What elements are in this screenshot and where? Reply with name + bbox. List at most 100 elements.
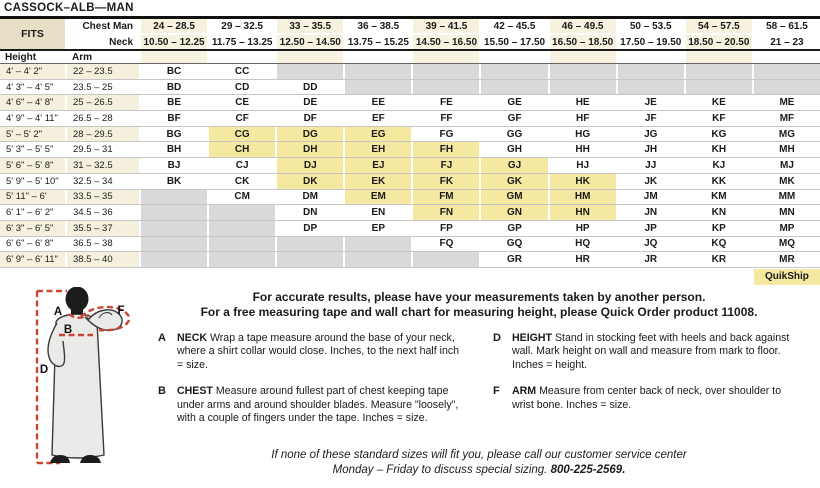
- size-code-cell: MJ: [779, 159, 794, 171]
- definition-text: Stand in stocking feet with heels and ba…: [512, 331, 790, 371]
- size-unavailable-cell: [209, 205, 276, 220]
- figure-label-f: F: [117, 305, 124, 317]
- height-label: Height: [5, 51, 37, 63]
- size-unavailable-cell: [685, 64, 752, 79]
- size-code-cell: DN: [303, 207, 318, 219]
- arm-range-cell: 32.5 – 34: [73, 175, 113, 187]
- size-table-row: 6' 6" – 6' 8" 36.5 – 38 FQ GQ HQ JQ KQ MQ: [0, 236, 820, 253]
- size-table-row: 4' – 4' 2" 22 – 23.5 BC CC: [0, 64, 820, 80]
- size-code-cell: EH: [345, 142, 412, 158]
- size-code-cell: MR: [779, 254, 795, 266]
- size-code-cell: GJ: [481, 158, 548, 173]
- size-code-cell: HK: [549, 173, 616, 189]
- size-unavailable-cell: [685, 79, 752, 95]
- size-code-cell: EK: [345, 173, 412, 189]
- size-table-row: 4' 3" – 4' 5" 23.5 – 25 BD CD DD: [0, 79, 820, 96]
- definition-term: NECK: [177, 331, 208, 344]
- size-code-cell: DG: [277, 126, 344, 142]
- measurement-definitions: A NECK Wrap a tape measure around the ba…: [158, 332, 802, 439]
- size-table-row: 6' 9" – 6' 11" 38.5 – 40 GR HR JR KR MR: [0, 252, 820, 268]
- size-code-cell: GK: [481, 173, 548, 189]
- size-code-cell: KK: [711, 175, 727, 187]
- size-code-cell: DJ: [277, 158, 344, 173]
- intro-text: For accurate results, please have your m…: [150, 290, 808, 320]
- size-code-cell: DH: [277, 142, 344, 158]
- height-range-cell: 5' 3" – 5' 5": [6, 144, 54, 156]
- size-unavailable-cell: [617, 79, 684, 95]
- size-code-cell: CD: [234, 81, 250, 93]
- neck-range-header: 17.50 – 19.50: [620, 36, 682, 48]
- bottom-section: A B D F For accurate results, please hav…: [0, 286, 820, 488]
- size-code-cell: FK: [413, 173, 480, 189]
- table-body: 4' – 4' 2" 22 – 23.5 BC CC 4' 3" – 4' 5" 23.5…: [0, 64, 820, 268]
- height-range-cell: 5' 6" – 5' 8": [0, 158, 65, 173]
- size-code-cell: KP: [711, 222, 726, 234]
- size-unavailable-cell: [345, 252, 412, 267]
- size-code-cell: EN: [371, 207, 386, 219]
- quikship-spacer-cell: [345, 269, 411, 285]
- size-code-cell: JE: [644, 97, 657, 109]
- quikship-spacer-cell: [550, 269, 616, 285]
- chest-range-header: 50 – 53.5: [629, 20, 672, 32]
- size-code-cell: HQ: [575, 238, 591, 250]
- size-code-cell: KR: [711, 254, 727, 266]
- size-code-cell: BK: [166, 175, 182, 187]
- size-code-cell: BF: [167, 112, 181, 124]
- header-spacer-cell: [618, 51, 684, 63]
- size-unavailable-cell: [549, 79, 616, 95]
- size-table-row: 4' 6" – 4' 8" 25 – 26.5 BE CE DE EE FE GE HE JE KE…: [0, 95, 820, 112]
- size-table-row: 4' 9" – 4' 11" 26.5 – 28 BF CF DF EF FF GF HF JF K…: [0, 111, 820, 127]
- size-code-cell: FF: [440, 112, 453, 124]
- size-code-cell: JQ: [644, 238, 658, 250]
- size-unavailable-cell: [141, 205, 208, 220]
- arm-range-cell: 29.5 – 31: [73, 144, 113, 156]
- size-code-cell: HE: [575, 97, 590, 109]
- size-code-cell: HR: [575, 254, 590, 266]
- size-code-cell: HN: [549, 205, 616, 220]
- chest-range-header: 58 – 61.5: [766, 20, 808, 32]
- page-title: CASSOCK–ALB—MAN: [0, 0, 820, 19]
- size-code-cell: KE: [711, 97, 726, 109]
- size-code-cell: BJ: [167, 159, 181, 171]
- size-unavailable-cell: [413, 79, 480, 95]
- figure-label-b: B: [64, 324, 72, 336]
- figure-label-a: A: [54, 306, 62, 318]
- figure-head-feet: [50, 286, 101, 463]
- height-range-cell: 6' 1" – 6' 2": [6, 207, 54, 219]
- height-range-cell: 5' 9" – 5' 10": [6, 175, 59, 187]
- definitions-left-column: A NECK Wrap a tape measure around the ba…: [158, 332, 467, 439]
- size-table-row: 5' 11" – 6' 33.5 – 35 CM DM EM FM GM HM JM KM MM: [0, 189, 820, 206]
- size-unavailable-cell: [753, 64, 820, 79]
- chest-range-header: 29 – 32.5: [221, 20, 263, 32]
- size-unavailable-cell: [209, 236, 276, 252]
- size-unavailable-cell: [277, 64, 344, 79]
- size-code-cell: JF: [644, 112, 657, 124]
- arm-range-cell: 36.5 – 38: [73, 238, 113, 250]
- size-unavailable-cell: [481, 79, 548, 95]
- header-spacer-cell: [277, 51, 344, 63]
- size-table-row: 6' 3" – 6' 5" 35.5 – 37 DP EP FP GP HP JP KP MP: [0, 220, 820, 237]
- size-code-cell: KH: [711, 144, 727, 156]
- arm-range-cell: 38.5 – 40: [67, 252, 139, 267]
- robe-silhouette: [47, 309, 123, 459]
- size-code-cell: JP: [644, 222, 657, 234]
- footer-line-1: If none of these standard sizes will fit…: [271, 448, 687, 461]
- size-code-cell: JH: [644, 144, 658, 156]
- size-code-cell: EG: [345, 126, 412, 142]
- height-range-cell: 4' 9" – 4' 11": [6, 112, 58, 124]
- size-unavailable-cell: [413, 64, 480, 79]
- arm-range-cell: 23.5 – 25: [73, 81, 113, 93]
- special-sizing-note: If none of these standard sizes will fit…: [150, 448, 808, 478]
- height-range-cell: 5' 11" – 6': [0, 189, 65, 205]
- neck-measure-line: [68, 312, 90, 319]
- phone-number: 800-225-2569.: [550, 463, 626, 476]
- size-code-cell: CK: [234, 175, 250, 187]
- neck-range-header: 12.50 – 14.50: [277, 35, 344, 49]
- definition-letter: B: [158, 385, 166, 398]
- header-spacer-cell: [209, 51, 275, 63]
- quikship-spacer-cell: [413, 269, 479, 285]
- size-unavailable-cell: [277, 236, 344, 252]
- size-code-cell: HF: [575, 112, 590, 124]
- arm-range-cell: 22 – 23.5: [67, 64, 139, 79]
- size-unavailable-cell: [209, 252, 276, 267]
